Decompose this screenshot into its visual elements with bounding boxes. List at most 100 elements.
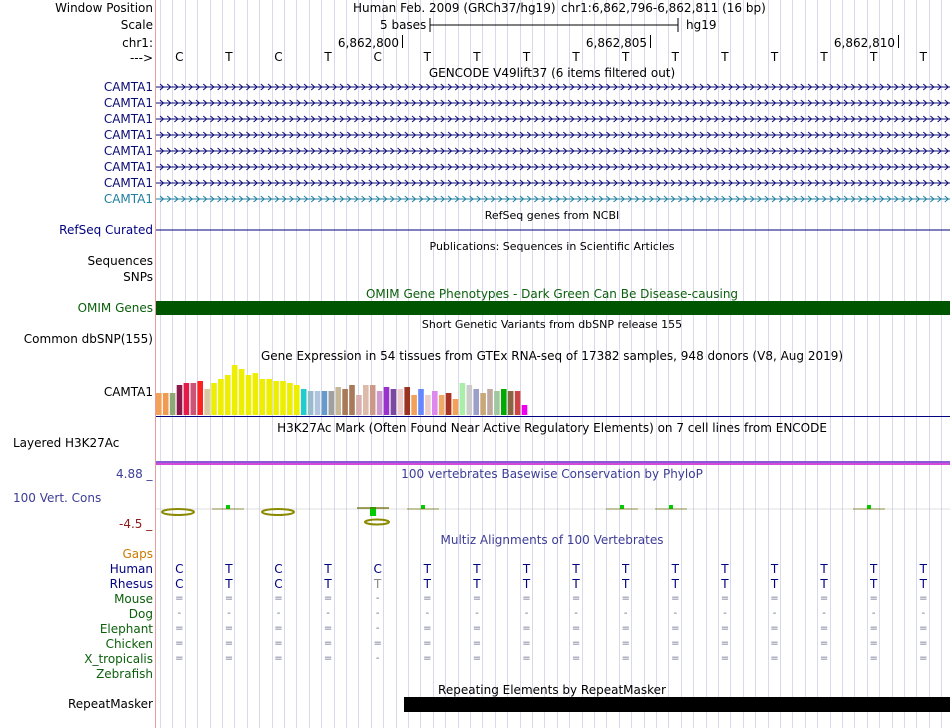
- strand-arrow: [915, 115, 921, 123]
- strand-arrow: [541, 83, 546, 91]
- position-text[interactable]: chr1:6,862,796-6,862,811 (16 bp): [561, 1, 766, 15]
- strand-arrow: [310, 131, 316, 139]
- strand-arrow: [339, 99, 345, 107]
- gencode-transcript-label[interactable]: CAMTA1: [103, 176, 153, 190]
- strand-arrow: [634, 131, 640, 139]
- strand-arrow: [922, 195, 928, 203]
- multiz-base: T: [671, 577, 679, 591]
- strand-arrow: [447, 147, 453, 155]
- strand-arrow: [836, 147, 842, 155]
- gencode-transcript-label[interactable]: CAMTA1: [103, 96, 153, 110]
- strand-arrow: [246, 99, 251, 107]
- multiz-species-label[interactable]: Human: [109, 562, 153, 576]
- strand-arrow: [483, 147, 489, 155]
- phylop-label[interactable]: 100 Vert. Cons: [13, 491, 102, 505]
- strand-arrow: [289, 99, 294, 107]
- gtex-tissue-bar: [438, 395, 445, 415]
- gencode-transcript-label[interactable]: CAMTA1: [103, 128, 153, 142]
- strand-arrow: [908, 147, 914, 155]
- multiz-species-label[interactable]: Dog: [128, 607, 153, 621]
- multiz-base: T: [820, 562, 828, 576]
- dbsnp-label[interactable]: Common dbSNP(155): [23, 332, 153, 346]
- strand-arrow: [253, 179, 258, 187]
- gridline: [272, 0, 273, 728]
- strand-arrow: [534, 131, 539, 139]
- strand-arrow: [858, 131, 863, 139]
- multiz-base: =: [869, 593, 878, 604]
- strand-arrow: [512, 195, 518, 203]
- strand-arrow: [202, 147, 208, 155]
- strand-arrow: [382, 163, 388, 171]
- strand-arrow: [822, 163, 827, 171]
- gencode-transcript-label[interactable]: CAMTA1: [103, 112, 153, 126]
- strand-arrow: [267, 179, 273, 187]
- strand-arrow: [872, 179, 878, 187]
- strand-arrow: [627, 179, 633, 187]
- multiz-base: -: [375, 623, 380, 634]
- gtex-tissue-bar: [425, 395, 431, 415]
- strand-arrow: [231, 99, 237, 107]
- multiz-base: T: [473, 577, 481, 591]
- sequences-label[interactable]: Sequences: [87, 254, 153, 268]
- strand-arrow: [426, 83, 431, 91]
- repeatmasker-label[interactable]: RepeatMasker: [67, 697, 153, 711]
- gtex-tissue-bar: [280, 381, 286, 415]
- strand-arrow: [807, 115, 813, 123]
- strand-arrow: [411, 83, 417, 91]
- strand-arrow: [829, 163, 834, 171]
- strand-arrow: [246, 147, 251, 155]
- refseq-label[interactable]: RefSeq Curated: [59, 223, 153, 237]
- strand-arrow: [591, 179, 597, 187]
- strand-arrow: [534, 163, 539, 171]
- gridline: [916, 0, 917, 728]
- multiz-species-label[interactable]: Mouse: [114, 592, 153, 606]
- multiz-base: =: [571, 653, 581, 664]
- strand-arrow: [786, 195, 791, 203]
- gencode-transcript-label[interactable]: CAMTA1: [103, 80, 153, 94]
- strand-arrow: [771, 115, 777, 123]
- multiz-species-label[interactable]: Chicken: [105, 637, 153, 651]
- strand-arrow: [829, 179, 834, 187]
- strand-arrow: [800, 131, 806, 139]
- omim-label[interactable]: OMIM Genes: [77, 301, 153, 315]
- strand-arrow: [865, 195, 870, 203]
- multiz-base: =: [522, 638, 531, 649]
- strand-arrow: [894, 99, 899, 107]
- gencode-transcript-label[interactable]: CAMTA1: [103, 144, 153, 158]
- strand-arrow: [836, 83, 842, 91]
- gridline: [321, 0, 322, 728]
- gaps-label[interactable]: Gaps: [122, 547, 153, 561]
- gridline: [222, 0, 223, 728]
- strand-arrow: [627, 83, 633, 91]
- strand-arrow: [742, 83, 748, 91]
- strand-arrow: [886, 99, 892, 107]
- h3k27ac-label[interactable]: Layered H3K27Ac: [13, 436, 120, 450]
- snps-label[interactable]: SNPs: [123, 270, 153, 284]
- strand-arrow: [346, 179, 352, 187]
- strand-arrow: [462, 147, 467, 155]
- gencode-transcript-label[interactable]: CAMTA1: [103, 192, 153, 206]
- strand-arrow: [764, 179, 770, 187]
- gencode-transcript-label[interactable]: CAMTA1: [103, 160, 153, 174]
- gtex-label[interactable]: CAMTA1: [103, 385, 153, 399]
- strand-arrow: [706, 99, 712, 107]
- multiz-species-label[interactable]: Zebrafish: [96, 667, 153, 681]
- multiz-base: =: [819, 593, 829, 604]
- multiz-species-label[interactable]: X_tropicalis: [84, 652, 153, 666]
- multiz-species-label[interactable]: Rhesus: [109, 577, 153, 591]
- strand-arrow: [476, 179, 482, 187]
- multiz-species-label[interactable]: Elephant: [99, 622, 153, 636]
- strand-arrow: [692, 115, 698, 123]
- strand-arrow: [368, 115, 374, 123]
- strand-arrow: [915, 163, 921, 171]
- multiz-base: =: [819, 638, 829, 649]
- gtex-tissue-bar: [473, 389, 479, 415]
- gridline: [817, 0, 818, 728]
- strand-arrow: [584, 115, 590, 123]
- ruler-base: T: [820, 50, 828, 64]
- strand-arrow: [339, 115, 345, 123]
- strand-arrow: [188, 179, 194, 187]
- strand-arrow: [714, 99, 719, 107]
